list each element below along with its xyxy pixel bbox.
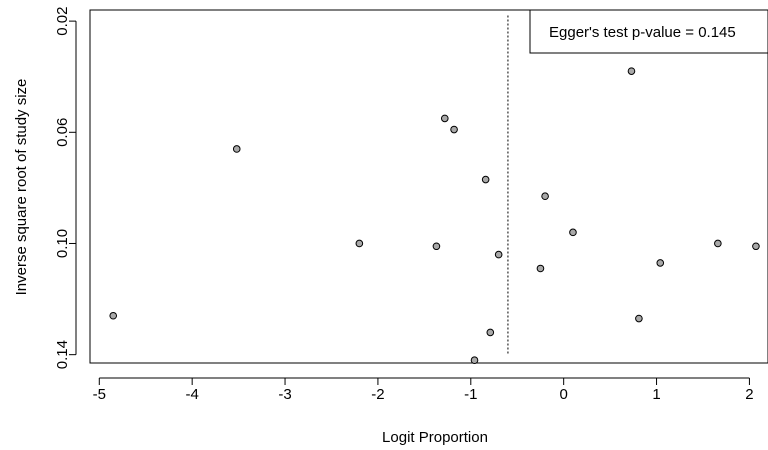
annotation-box — [529, 9, 768, 54]
data-point-17 — [714, 239, 722, 248]
y-tick-label-2: 0.10 — [54, 229, 71, 258]
data-point-5 — [440, 114, 449, 123]
data-point-1 — [109, 311, 118, 320]
data-point-6 — [450, 125, 458, 134]
x-tick-label-2: -3 — [278, 386, 291, 403]
plot-frame — [89, 9, 768, 364]
y-tick-label-1: 0.06 — [54, 118, 71, 147]
data-point-15 — [635, 314, 643, 323]
data-point-2 — [232, 145, 241, 153]
x-tick-label-6: 1 — [652, 386, 660, 403]
y-tick-label-3: 0.14 — [54, 340, 71, 369]
x-tick-label-7: 2 — [745, 386, 753, 403]
data-point-8 — [481, 175, 490, 184]
y-tick-label-0: 0.02 — [54, 7, 71, 36]
data-points — [109, 67, 760, 365]
data-point-9 — [486, 328, 495, 337]
annotation-layer: Egger's test p-value = 0.145 — [529, 9, 768, 54]
x-axis-label: Logit Proportion — [382, 429, 488, 446]
data-point-3 — [355, 239, 364, 248]
data-point-10 — [494, 250, 503, 259]
data-point-12 — [541, 192, 549, 201]
x-tick-label-1: -4 — [185, 386, 198, 403]
annotation-text: Egger's test p-value = 0.145 — [549, 24, 736, 41]
data-point-14 — [627, 67, 636, 75]
x-tick-label-4: -1 — [464, 386, 477, 403]
y-axis-label: Inverse square root of study size — [13, 79, 30, 296]
x-tick-label-5: 0 — [559, 386, 567, 403]
data-point-13 — [569, 228, 577, 237]
data-point-16 — [656, 259, 665, 267]
data-point-11 — [536, 264, 545, 273]
x-tick-label-0: -5 — [93, 386, 106, 403]
data-point-7 — [470, 356, 479, 365]
axes: -5 -4 -3 -2 -1 0 1 2 0.02 0.06 0.10 0.14 — [54, 7, 754, 403]
data-point-18 — [752, 242, 760, 251]
data-point-4 — [432, 242, 441, 251]
x-tick-label-3: -2 — [371, 386, 384, 403]
plot-area — [89, 9, 768, 364]
